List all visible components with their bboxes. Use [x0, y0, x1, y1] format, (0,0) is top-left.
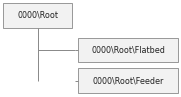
Text: 0000\Root\Flatbed: 0000\Root\Flatbed	[91, 45, 165, 55]
Text: 0000\Root\Feeder: 0000\Root\Feeder	[92, 76, 164, 85]
Text: 0000\Root: 0000\Root	[17, 11, 58, 20]
FancyBboxPatch shape	[78, 38, 178, 62]
FancyBboxPatch shape	[3, 3, 72, 28]
FancyBboxPatch shape	[78, 68, 178, 93]
